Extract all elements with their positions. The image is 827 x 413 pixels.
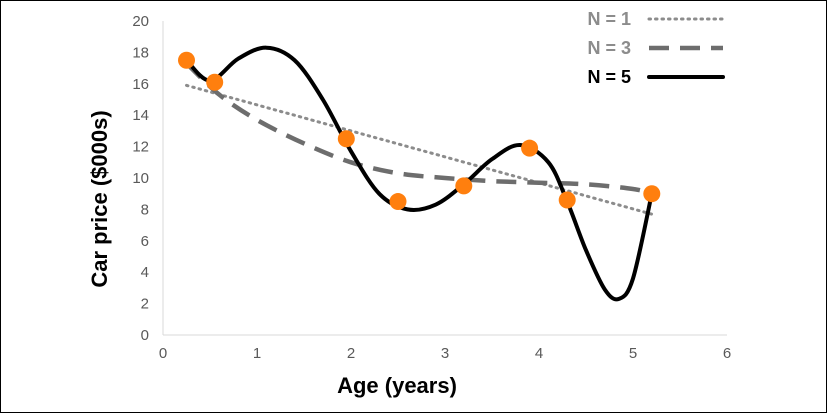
data-point <box>643 185 661 203</box>
x-tick-label: 4 <box>535 345 543 362</box>
legend-label: N = 5 <box>587 67 631 87</box>
x-axis-title: Age (years) <box>337 373 457 398</box>
series-line-n1 <box>185 83 654 216</box>
x-tick-label: 1 <box>253 345 261 362</box>
x-tick-label: 6 <box>723 345 731 362</box>
x-tick-label: 3 <box>441 345 449 362</box>
y-tick-label: 8 <box>141 201 149 218</box>
y-axis-title: Car price ($000s) <box>87 110 112 287</box>
y-tick-label: 4 <box>141 264 149 281</box>
data-point <box>521 139 539 157</box>
y-tick-label: 18 <box>132 44 149 61</box>
data-point <box>455 177 473 195</box>
data-point <box>206 73 224 91</box>
legend-label: N = 1 <box>587 9 631 29</box>
x-tick-label: 2 <box>347 345 355 362</box>
y-tick-label: 14 <box>132 107 149 124</box>
legend-label: N = 3 <box>587 38 631 58</box>
x-tick-label: 0 <box>159 345 167 362</box>
y-tick-label: 12 <box>132 139 149 156</box>
data-point <box>178 51 195 69</box>
x-tick-label: 5 <box>629 345 637 362</box>
y-tick-label: 2 <box>141 296 149 313</box>
series-line-n3 <box>184 61 653 196</box>
series-lines <box>184 45 654 302</box>
data-point <box>337 130 355 148</box>
data-point <box>558 191 576 209</box>
series-line-n5 <box>184 45 654 302</box>
legend: N = 1 N = 3 N = 5 <box>587 9 725 87</box>
y-tick-label: 6 <box>141 233 149 250</box>
data-points <box>178 51 661 211</box>
data-point <box>389 193 407 211</box>
y-tick-label: 20 <box>132 13 149 30</box>
y-tick-label: 16 <box>132 76 149 93</box>
y-tick-label: 0 <box>141 327 149 344</box>
y-tick-label: 10 <box>132 170 149 187</box>
